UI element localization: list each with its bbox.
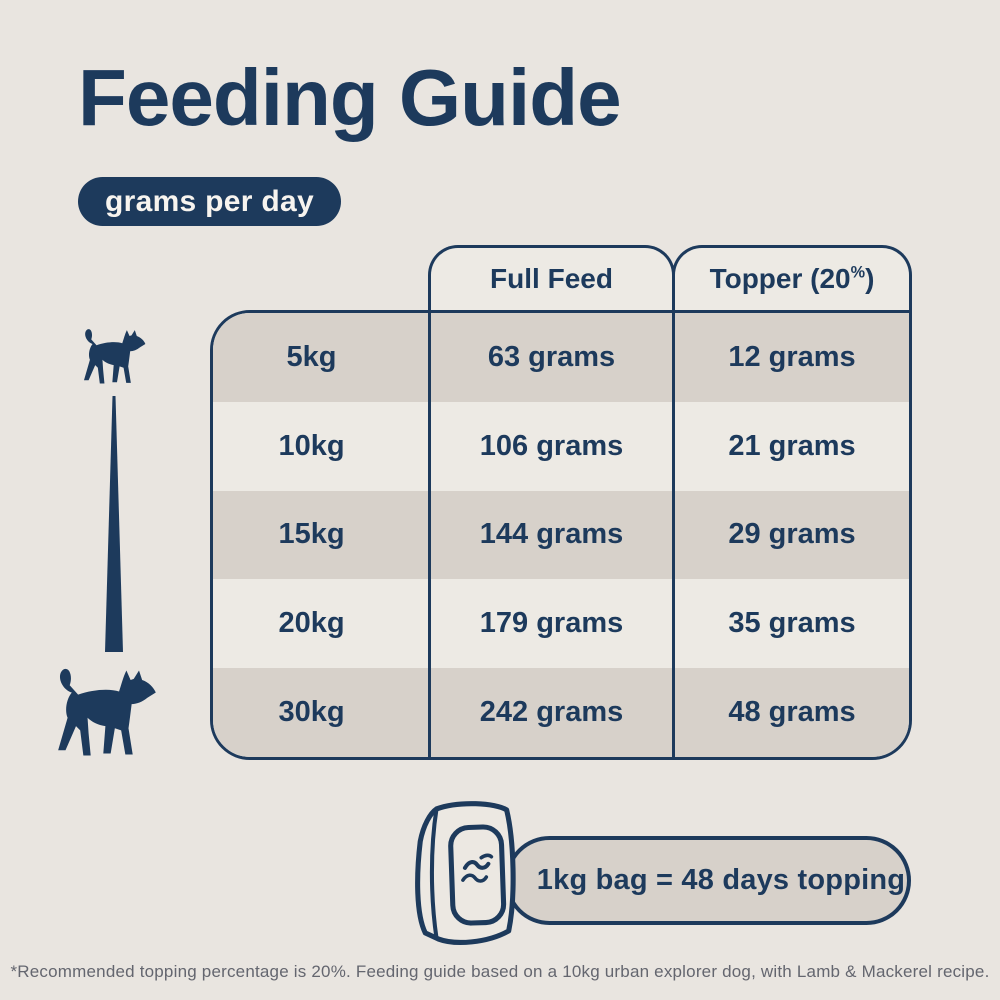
full-feed-cell: 179 grams: [428, 579, 672, 669]
topper-cell: 35 grams: [672, 579, 909, 669]
table-row: 30kg 242 grams 48 grams: [213, 668, 909, 757]
column-header-full-feed: Full Feed: [428, 245, 675, 310]
full-feed-cell: 242 grams: [428, 668, 672, 757]
full-feed-cell: 106 grams: [428, 401, 672, 491]
full-feed-cell: 63 grams: [428, 313, 672, 402]
weight-cell: 15kg: [278, 518, 345, 551]
bag-callout-pill: 1kg bag = 48 days topping: [505, 836, 911, 925]
bag-callout-label: 1kg bag = 48 days topping: [536, 864, 906, 896]
small-dog-icon: [83, 329, 146, 384]
weight-cell: 5kg: [286, 340, 337, 373]
page-title: Feeding Guide: [78, 53, 622, 142]
feeding-table: 5kg 63 grams 12 grams 10kg 106 grams 21 …: [210, 310, 912, 760]
table-row: 10kg 106 grams 21 grams: [213, 401, 909, 491]
grams-per-day-badge: grams per day: [78, 177, 341, 226]
full-feed-label: Full Feed: [490, 263, 613, 294]
dog-food-bag-icon: [415, 801, 516, 945]
table-row: 5kg 63 grams 12 grams: [213, 313, 909, 402]
table-row: 15kg 144 grams 29 grams: [213, 490, 909, 580]
weight-cell: 10kg: [278, 429, 345, 462]
topper-label: Topper (20%): [709, 263, 875, 294]
size-taper-shape: [105, 396, 123, 652]
grams-per-day-label: grams per day: [105, 184, 314, 218]
footnote: *Recommended topping percentage is 20%. …: [10, 962, 990, 981]
table-row: 20kg 179 grams 35 grams: [213, 579, 909, 669]
topper-cell: 29 grams: [672, 490, 909, 580]
column-header-topper: Topper (20%): [672, 245, 912, 310]
topper-cell: 48 grams: [672, 668, 909, 757]
large-dog-icon: [58, 668, 156, 756]
weight-cell: 20kg: [278, 607, 345, 640]
topper-cell: 21 grams: [672, 401, 909, 491]
weight-cell: 30kg: [278, 696, 345, 729]
full-feed-cell: 144 grams: [428, 490, 672, 580]
topper-cell: 12 grams: [672, 313, 909, 402]
